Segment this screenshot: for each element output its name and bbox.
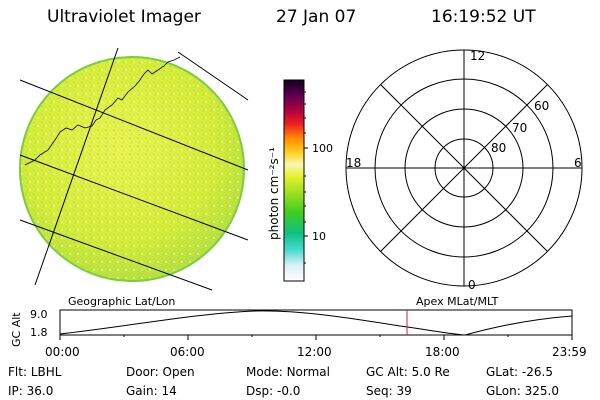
mlt-label-12: 12 <box>470 49 486 63</box>
geographic-label: Geographic Lat/Lon <box>68 295 176 308</box>
orbit-x-tick-0600: 06:00 <box>170 345 205 359</box>
longitude-line <box>34 47 119 286</box>
mlt-label-18: 18 <box>346 156 362 170</box>
colorbar-tick-10: 10 <box>312 230 326 243</box>
mlat-label-60: 60 <box>534 99 550 113</box>
colorbar-tick-100: 100 <box>312 142 333 155</box>
seq-info: Seq: 39 <box>366 384 412 398</box>
instrument-title: Ultraviolet Imager <box>47 7 201 27</box>
orbit-y-tick-min: 1.8 <box>30 326 48 339</box>
orbit-x-tick-0000: 00:00 <box>45 345 80 359</box>
colorbar <box>283 79 308 282</box>
door-info: Door: Open <box>126 365 195 379</box>
coastline <box>24 56 181 166</box>
orbit-altitude-panel <box>59 309 573 340</box>
orbit-x-tick-2359: 23:59 <box>552 345 587 359</box>
geographic-grid <box>19 47 249 291</box>
mode-info: Mode: Normal <box>246 365 330 379</box>
latitude-line <box>177 51 249 101</box>
filter-info: Flt: LBHL <box>8 365 62 379</box>
glat-info: GLat: -26.5 <box>486 365 553 379</box>
mlat-label-70: 70 <box>512 121 528 135</box>
gc-alt-info: GC Alt: 5.0 Re <box>366 365 450 379</box>
latitude-line <box>19 154 249 241</box>
apex-label: Apex MLat/MLT <box>416 295 499 308</box>
orbit-y-tick-max: 9.0 <box>30 308 48 321</box>
orbit-x-tick-1200: 12:00 <box>297 345 332 359</box>
orbit-x-tick-1800: 18:00 <box>425 345 460 359</box>
uv-earth-image <box>19 56 245 282</box>
orbit-x-ticks <box>59 335 573 340</box>
mlt-label-0: 0 <box>468 278 476 292</box>
latitude-line <box>19 79 249 171</box>
altitude-curve <box>59 310 573 336</box>
latitude-line <box>19 219 213 291</box>
mlt-label-6: 6 <box>574 156 582 170</box>
image-date: 27 Jan 07 <box>276 7 357 27</box>
orbit-y-axis-label: GC Alt <box>10 312 23 347</box>
glon-info: GLon: 325.0 <box>486 384 559 398</box>
mlat-label-80: 80 <box>491 141 507 155</box>
gain-info: Gain: 14 <box>126 384 177 398</box>
polar-grid <box>345 49 583 287</box>
colorbar-units-label: photon cm⁻²s⁻¹ <box>267 147 281 240</box>
dsp-info: Dsp: -0.0 <box>246 384 301 398</box>
ip-info: IP: 36.0 <box>8 384 54 398</box>
image-time: 16:19:52 UT <box>431 7 536 27</box>
